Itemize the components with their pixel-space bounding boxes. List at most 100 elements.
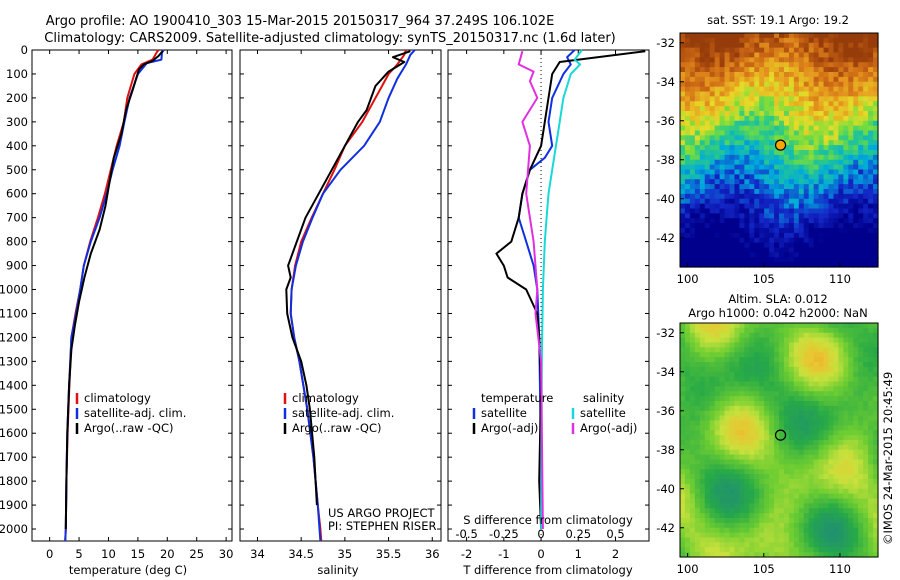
raster-cell xyxy=(774,444,780,451)
raster-cell xyxy=(709,252,716,258)
raster-cell xyxy=(828,381,835,387)
raster-cell xyxy=(684,522,691,529)
raster-cell xyxy=(798,371,805,378)
raster-cell xyxy=(779,381,785,387)
temperature-xlabel: temperature (deg C) xyxy=(69,563,187,577)
raster-cell xyxy=(828,57,835,63)
raster-cell xyxy=(739,140,745,146)
raster-cell xyxy=(759,193,765,200)
raster-cell xyxy=(818,366,825,373)
raster-cell xyxy=(828,47,835,54)
raster-cell xyxy=(699,252,706,258)
raster-cell xyxy=(833,67,839,73)
raster-cell xyxy=(848,262,854,268)
raster-cell xyxy=(769,125,775,132)
raster-cell xyxy=(689,125,696,132)
raster-cell xyxy=(779,164,785,171)
raster-cell xyxy=(843,125,849,132)
raster-cell xyxy=(793,362,800,368)
raster-cell xyxy=(744,483,750,490)
raster-cell xyxy=(704,179,711,185)
raster-cell xyxy=(699,115,706,122)
raster-cell xyxy=(868,115,874,122)
raster-cell xyxy=(853,242,859,249)
raster-cell xyxy=(734,357,740,363)
raster-cell xyxy=(749,547,755,553)
raster-cell xyxy=(774,72,780,78)
raster-cell xyxy=(828,189,835,195)
raster-cell xyxy=(694,135,701,141)
raster-cell xyxy=(699,223,706,229)
raster-cell xyxy=(788,203,795,210)
raster-cell xyxy=(754,33,760,39)
raster-cell xyxy=(754,52,760,58)
raster-cell xyxy=(714,130,721,136)
raster-cell xyxy=(694,67,701,73)
raster-cell xyxy=(739,115,745,122)
header-line2: Climatology: CARS2009. Satellite-adjuste… xyxy=(44,31,616,46)
raster-cell xyxy=(808,189,815,195)
raster-cell xyxy=(863,96,869,102)
raster-cell xyxy=(858,247,864,253)
raster-cell xyxy=(803,449,810,456)
raster-cell xyxy=(754,537,760,543)
raster-cell xyxy=(823,391,830,397)
raster-cell xyxy=(818,469,825,475)
raster-cell xyxy=(774,347,780,353)
raster-cell xyxy=(858,357,864,363)
raster-cell xyxy=(759,488,765,495)
raster-cell xyxy=(779,91,785,97)
raster-cell xyxy=(739,86,745,93)
raster-cell xyxy=(823,193,830,200)
raster-cell xyxy=(863,33,869,39)
raster-cell xyxy=(774,223,780,229)
raster-cell xyxy=(798,391,805,397)
raster-cell xyxy=(699,47,706,54)
raster-cell xyxy=(779,237,785,244)
raster-cell xyxy=(868,357,874,363)
raster-cell xyxy=(774,454,780,461)
raster-cell xyxy=(858,479,864,485)
raster-cell xyxy=(744,37,750,44)
raster-cell xyxy=(759,223,765,229)
raster-cell xyxy=(754,203,760,210)
raster-cell xyxy=(764,440,770,446)
raster-cell xyxy=(868,469,874,475)
raster-cell xyxy=(754,503,760,509)
raster-cell xyxy=(734,391,740,397)
raster-cell xyxy=(699,459,706,465)
raster-cell xyxy=(823,135,830,141)
raster-cell xyxy=(848,366,854,373)
raster-cell xyxy=(744,96,750,102)
raster-cell xyxy=(838,396,844,402)
raster-cell xyxy=(764,357,770,363)
raster-cell xyxy=(793,327,800,334)
raster-cell xyxy=(863,57,869,63)
raster-cell xyxy=(764,488,770,495)
raster-cell xyxy=(803,444,810,451)
raster-cell xyxy=(798,193,805,200)
raster-cell xyxy=(749,208,755,214)
raster-cell xyxy=(689,415,696,422)
raster-cell xyxy=(843,198,849,205)
raster-cell xyxy=(803,150,810,156)
sst_map-xtick-label: 100 xyxy=(677,272,699,286)
raster-cell xyxy=(848,223,854,229)
raster-cell xyxy=(838,72,844,78)
raster-cell xyxy=(689,366,696,373)
raster-cell xyxy=(793,208,800,214)
raster-cell xyxy=(684,542,691,548)
raster-cell xyxy=(843,362,849,368)
raster-cell xyxy=(689,386,696,392)
raster-cell xyxy=(813,179,820,185)
raster-cell xyxy=(798,323,805,329)
raster-cell xyxy=(823,474,830,480)
raster-cell xyxy=(803,111,810,117)
raster-cell xyxy=(843,396,849,402)
raster-cell xyxy=(754,154,760,161)
raster-cell xyxy=(788,247,795,253)
raster-cell xyxy=(759,164,765,171)
raster-cell xyxy=(769,474,775,480)
raster-cell xyxy=(779,469,785,475)
raster-cell xyxy=(759,111,765,117)
